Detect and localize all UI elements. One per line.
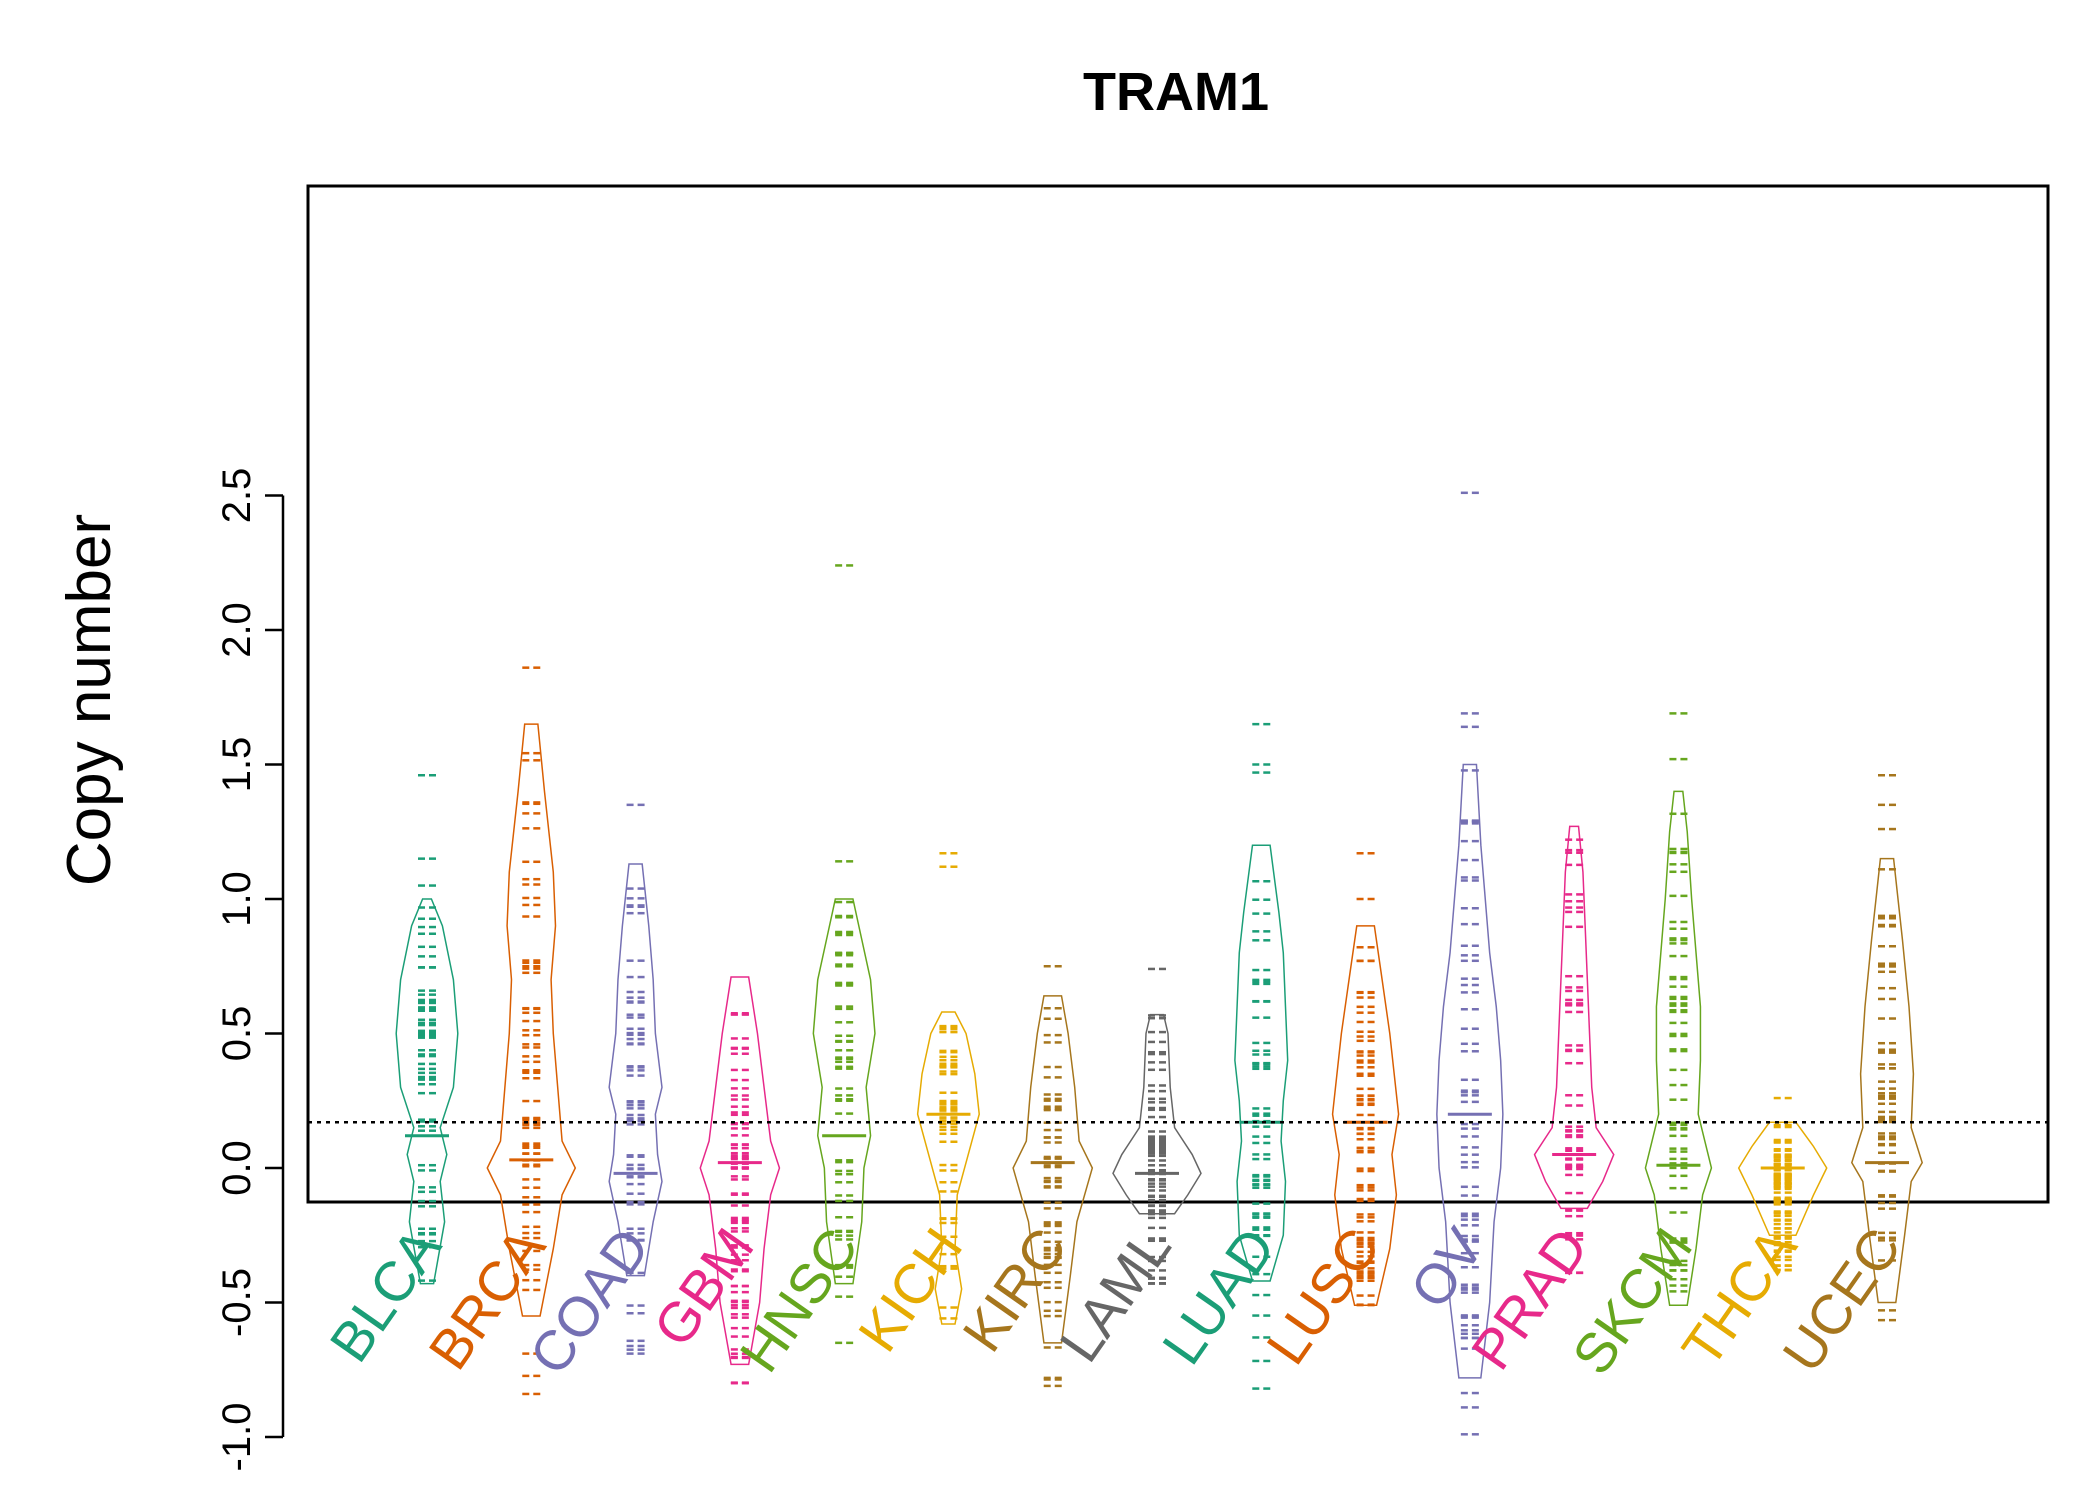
bean-prad bbox=[1533, 825, 1615, 1275]
y-axis: -1.0 -0.5 0.0 0.5 1.0 1.5 2.0 2.5 bbox=[215, 468, 285, 1472]
bean-coad bbox=[608, 803, 663, 1355]
bean-outline bbox=[1234, 844, 1289, 1282]
bean-outline bbox=[1644, 790, 1713, 1306]
bean-kich bbox=[916, 852, 980, 1325]
bean-thca bbox=[1737, 1096, 1828, 1272]
bean-brca bbox=[486, 666, 577, 1396]
plot-frame bbox=[306, 184, 2050, 1204]
y-tick-label: 0.5 bbox=[215, 1006, 259, 1062]
bean-hnsc bbox=[812, 564, 876, 1345]
y-axis-label: Copy number bbox=[55, 514, 124, 886]
y-tick-label: 2.0 bbox=[215, 602, 259, 658]
bean-outline bbox=[1012, 995, 1094, 1344]
bean-outline bbox=[1331, 925, 1400, 1306]
bean-outline bbox=[812, 898, 876, 1285]
bean-kirc bbox=[1012, 965, 1094, 1388]
y-tick-label: 1.0 bbox=[215, 871, 259, 927]
bean-outline bbox=[1436, 763, 1504, 1379]
bean-blca bbox=[395, 774, 459, 1285]
beans bbox=[395, 491, 1924, 1436]
bean-luad bbox=[1234, 722, 1289, 1390]
bean-outline bbox=[1850, 857, 1924, 1304]
bean-ucec bbox=[1850, 774, 1924, 1322]
chart-title: TRAM1 bbox=[1083, 62, 1269, 122]
bean-outline bbox=[1737, 1121, 1828, 1236]
bean-outline bbox=[1112, 1013, 1202, 1215]
y-tick-label: 1.5 bbox=[215, 737, 259, 793]
y-tick-label: -1.0 bbox=[215, 1403, 259, 1472]
bean-outline bbox=[1533, 825, 1615, 1210]
y-tick-label: 0.0 bbox=[215, 1140, 259, 1196]
bean-outline bbox=[608, 863, 663, 1277]
bean-gbm bbox=[699, 976, 781, 1385]
bean-outline bbox=[699, 976, 781, 1366]
y-tick-label: 2.5 bbox=[215, 468, 259, 524]
bean-outline bbox=[486, 723, 577, 1317]
category-label-ov: OV bbox=[1398, 1216, 1496, 1319]
bean-outline bbox=[916, 1011, 980, 1325]
bean-ov bbox=[1436, 491, 1504, 1436]
y-tick-label: -0.5 bbox=[215, 1268, 259, 1337]
bean-laml bbox=[1112, 967, 1202, 1285]
bean-skcm bbox=[1644, 712, 1713, 1306]
bean-outline bbox=[395, 898, 459, 1285]
